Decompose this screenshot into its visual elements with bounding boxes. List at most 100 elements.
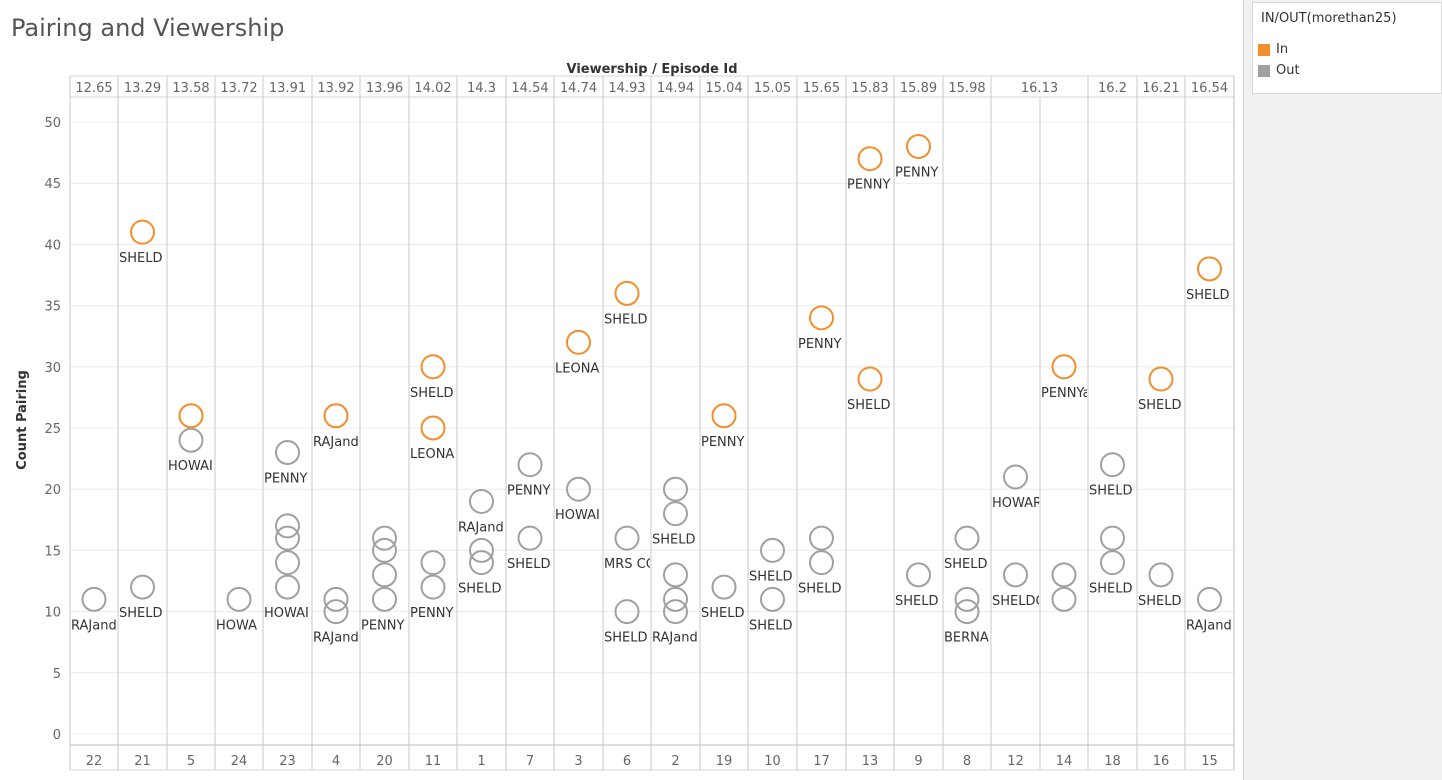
point-ep14-2 <box>1051 586 1077 612</box>
point-label-ep6-0: SHELD <box>604 312 648 327</box>
point-ep3-0 <box>566 329 591 355</box>
episode-label-14: 14 <box>1056 754 1073 769</box>
episode-label-8: 8 <box>963 754 971 769</box>
point-ep18-0 <box>1100 452 1125 478</box>
viewership-header-23: 16.54 <box>1191 81 1228 96</box>
point-label-ep1-0: RAJand <box>458 520 504 535</box>
viewership-headers: 12.65 13.29 13.58 13.72 13.91 13.92 13.96 14.02… <box>75 81 1228 96</box>
point-ep2-0 <box>663 476 688 502</box>
viewership-header-9: 14.54 <box>511 81 548 96</box>
y-tick-label-25: 25 <box>44 422 61 437</box>
viewership-header-13: 15.04 <box>705 81 742 96</box>
legend-item-out[interactable]: Out <box>1258 63 1300 78</box>
y-tick-label-20: 20 <box>44 483 61 498</box>
point-ep7-1 <box>517 525 543 551</box>
point-ep4-2 <box>323 599 349 625</box>
point-label-ep14-0: PENNYandLEO <box>1041 386 1133 401</box>
point-ep15-0 <box>1197 256 1222 282</box>
viewership-header-11: 14.93 <box>608 81 645 96</box>
y-tick-label-35: 35 <box>44 300 61 315</box>
viewership-header-6: 13.96 <box>366 81 403 96</box>
y-tick-label-15: 15 <box>44 544 61 559</box>
point-label-ep24-0: HOWA <box>216 618 257 633</box>
point-ep5-0 <box>178 403 204 429</box>
episode-label-4: 4 <box>332 754 340 769</box>
episode-label-3: 3 <box>574 754 582 769</box>
point-ep11-3 <box>420 574 446 600</box>
point-ep2-2 <box>663 562 688 588</box>
point-ep6-0 <box>614 280 640 306</box>
point-ep1-1 <box>469 537 494 563</box>
data-points: RAJandSHELDSHELDHOWAIHOWAPENNYHOWAIRAJan… <box>71 133 1232 646</box>
y-tick-label-5: 5 <box>53 667 61 682</box>
point-ep19-1 <box>711 574 737 600</box>
point-ep16-1 <box>1148 562 1174 588</box>
episode-label-1: 1 <box>477 754 485 769</box>
y-tick-label-10: 10 <box>44 606 61 621</box>
legend-label-out: Out <box>1276 63 1300 78</box>
point-label-ep22-0: RAJand <box>71 618 117 633</box>
point-ep17-0 <box>809 305 834 331</box>
episode-label-5: 5 <box>187 754 195 769</box>
point-label-ep9-1: SHELD <box>895 594 939 609</box>
point-ep11-2 <box>420 550 446 576</box>
point-ep1-0 <box>469 488 494 514</box>
top-axis-label: Viewership / Episode Id <box>567 62 738 77</box>
point-label-ep3-0: LEONA <box>555 361 599 376</box>
point-label-ep11-1: LEONA <box>410 447 454 462</box>
point-label-ep2-1: SHELD <box>652 533 696 548</box>
legend-swatch-out <box>1258 64 1270 77</box>
chart-title: Pairing and Viewership <box>11 14 285 42</box>
point-ep3-1 <box>566 476 591 502</box>
point-label-ep3-1: HOWAI <box>555 508 600 523</box>
point-label-ep21-0: SHELD <box>119 251 163 266</box>
point-label-ep18-0: SHELD <box>1089 484 1133 499</box>
point-label-ep13-0: PENNY <box>847 178 891 193</box>
point-ep23-4 <box>275 574 300 600</box>
viewership-header-8: 14.3 <box>467 81 496 96</box>
legend-label-in: In <box>1276 42 1289 57</box>
y-tick-label-45: 45 <box>44 177 61 192</box>
point-ep6-2 <box>614 599 640 625</box>
y-axis-label: Count Pairing <box>15 370 30 470</box>
episode-label-13: 13 <box>862 754 879 769</box>
point-label-ep4-2: RAJand <box>313 631 359 646</box>
legend-swatch-in <box>1258 43 1270 56</box>
point-label-ep19-1: SHELD <box>701 606 745 621</box>
point-ep19-0 <box>711 403 737 429</box>
y-tick-label-0: 0 <box>53 728 61 743</box>
legend: IN/OUT(morethan25) In Out <box>1252 2 1442 94</box>
viewership-header-1: 13.29 <box>124 81 161 96</box>
point-ep20-3 <box>372 586 397 612</box>
point-ep2-4 <box>663 599 688 625</box>
point-ep7-0 <box>517 452 543 478</box>
point-ep5-1 <box>178 427 204 453</box>
point-ep11-1 <box>420 415 446 441</box>
point-ep1-2 <box>469 550 494 576</box>
point-label-ep8-2: BERNA <box>944 631 989 646</box>
point-ep8-0 <box>954 525 980 551</box>
viewership-header-17: 15.89 <box>900 81 937 96</box>
episode-label-20: 20 <box>376 754 393 769</box>
point-ep13-1 <box>857 366 883 392</box>
point-ep20-0 <box>372 525 397 551</box>
point-ep16-0 <box>1148 366 1174 392</box>
point-label-ep6-2: SHELD <box>604 631 648 646</box>
legend-item-in[interactable]: In <box>1258 42 1288 57</box>
point-ep23-3 <box>275 550 300 576</box>
point-ep23-0 <box>275 439 300 465</box>
episode-label-18: 18 <box>1104 754 1121 769</box>
point-ep23-1 <box>275 513 300 539</box>
point-ep20-2 <box>372 562 397 588</box>
episode-label-12: 12 <box>1007 754 1024 769</box>
point-ep24-0 <box>226 586 252 612</box>
point-label-ep10-0: SHELD <box>749 569 793 584</box>
point-ep15-1 <box>1197 586 1222 612</box>
point-ep21-1 <box>130 574 155 600</box>
point-ep8-2 <box>954 599 980 625</box>
viewership-header-3: 13.72 <box>220 81 257 96</box>
point-label-ep15-1: RAJand <box>1186 618 1232 633</box>
episode-label-10: 10 <box>764 754 781 769</box>
point-ep9-0 <box>906 133 931 159</box>
